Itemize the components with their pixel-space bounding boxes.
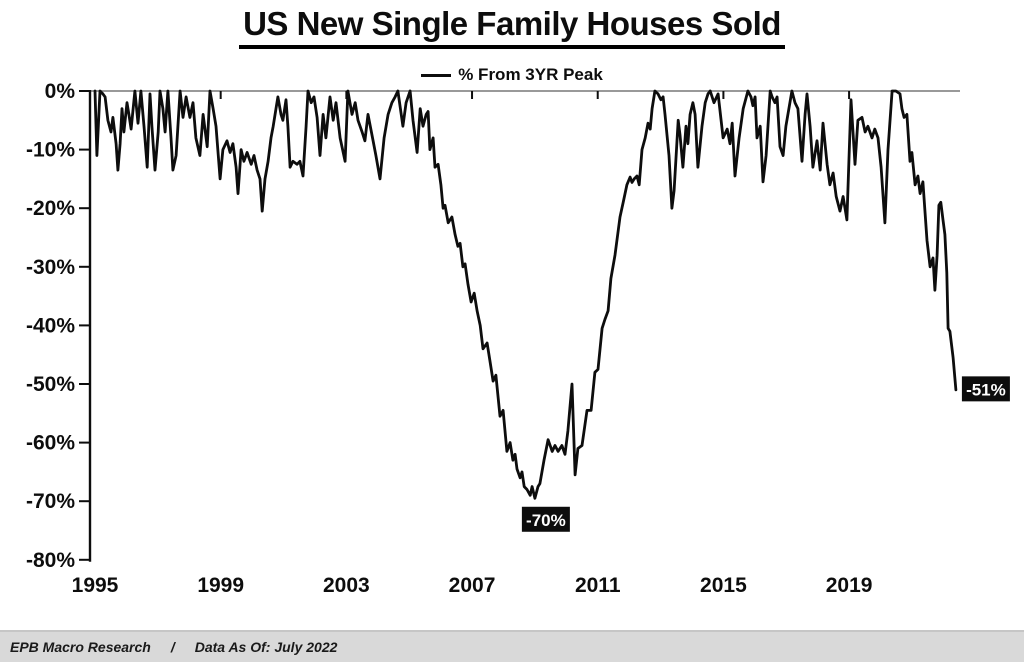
- x-axis-tick-label: 2015: [700, 574, 747, 597]
- y-axis-tick-label: -40%: [26, 314, 75, 337]
- legend-label: % From 3YR Peak: [458, 65, 603, 84]
- chart-title: US New Single Family Houses Sold: [0, 5, 1024, 49]
- data-label-box: [521, 506, 570, 532]
- footer-separator: /: [170, 639, 175, 655]
- chart-legend: % From 3YR Peak: [0, 65, 1024, 85]
- x-axis-tick-label: 2011: [575, 574, 621, 597]
- data-line: [93, 89, 958, 500]
- data-label-text: -51%: [966, 380, 1006, 399]
- x-axis-tick-label: 2003: [323, 574, 370, 597]
- y-axis-tick-label: -30%: [26, 256, 75, 279]
- x-axis-tick-label: 1995: [72, 574, 119, 597]
- y-axis-tick-label: 0%: [45, 80, 76, 103]
- data-label-text: -70%: [526, 511, 566, 530]
- footer-brand: EPB Macro Research: [10, 639, 151, 655]
- footer-data-as-of: Data As Of: July 2022: [194, 639, 338, 655]
- y-axis-tick-label: -70%: [26, 490, 75, 513]
- y-axis-tick-label: -80%: [26, 549, 75, 572]
- legend-line-swatch-icon: [421, 73, 452, 77]
- y-axis-tick-label: -10%: [26, 139, 75, 162]
- data-label-box: [961, 376, 1010, 402]
- footer-bar: EPB Macro Research / Data As Of: July 20…: [0, 630, 1024, 662]
- x-axis-tick-label: 1999: [197, 574, 244, 597]
- x-axis-tick-label: 2019: [826, 574, 873, 597]
- y-axis-tick-label: -60%: [26, 432, 75, 455]
- x-axis-tick-label: 2007: [449, 574, 496, 597]
- chart-title-text: US New Single Family Houses Sold: [239, 5, 785, 49]
- y-axis-tick-label: -50%: [26, 373, 75, 396]
- y-axis-tick-label: -20%: [26, 197, 75, 220]
